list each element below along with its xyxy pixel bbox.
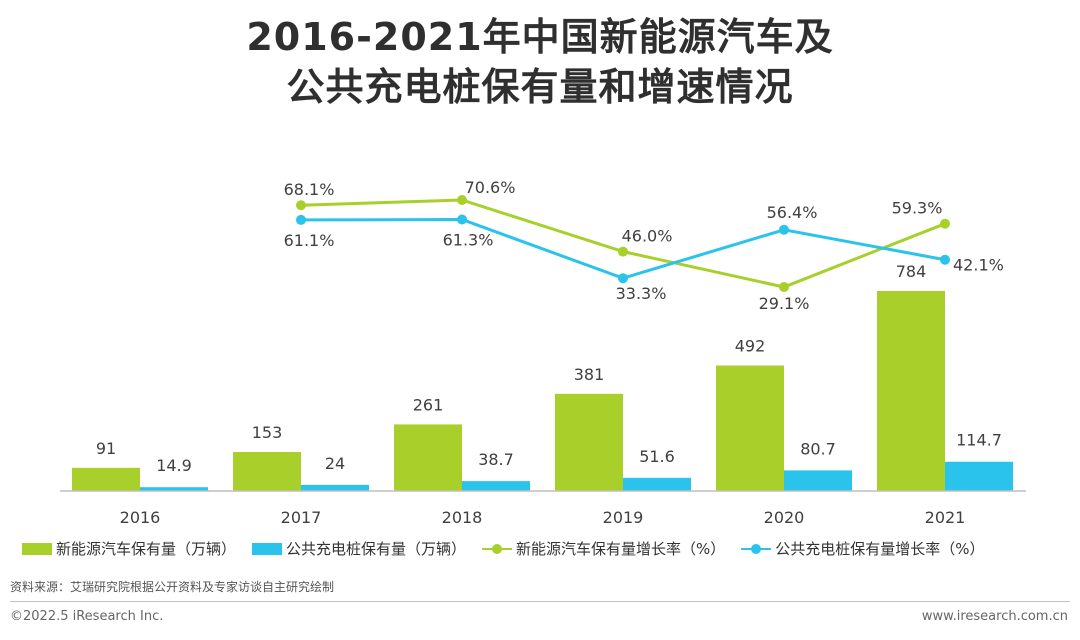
bar-ev-stock-2018 [394, 424, 462, 491]
bar-ev-stock-2020 [716, 365, 784, 491]
label-charger-growth-2020: 56.4% [767, 203, 818, 222]
bar-ev-stock-2016 [72, 467, 140, 491]
label-charger-growth-2018: 61.3% [443, 230, 494, 249]
point-ev-growth-2019 [618, 246, 628, 257]
legend: 新能源汽车保有量（万辆） 公共充电桩保有量（万辆） 新能源汽车保有量增长率（%）… [22, 538, 1062, 559]
point-ev-growth-2020 [779, 282, 789, 292]
point-ev-growth-2021 [940, 218, 950, 229]
label-ev-growth-2018: 70.6% [465, 178, 516, 197]
legend-label-ev-stock: 新能源汽车保有量（万辆） [56, 540, 237, 558]
label-charger-growth-2017: 61.1% [284, 231, 335, 250]
point-charger-growth-2017 [296, 214, 306, 225]
label-charger-stock-2019: 51.6 [639, 447, 675, 466]
label-charger-stock-2018: 38.7 [478, 450, 514, 469]
label-ev-stock-2018: 261 [413, 395, 444, 414]
chart-title-line-1: 2016-2021年中国新能源汽车及 [246, 15, 834, 59]
label-ev-stock-2021: 784 [896, 262, 927, 281]
x-tick-2016: 2016 [120, 508, 161, 527]
data-source-note: 资料来源：艾瑞研究院根据公开资料及专家访谈自主研究绘制 [10, 580, 335, 594]
chart-title-line-2: 公共充电桩保有量和增速情况 [286, 65, 794, 109]
label-charger-stock-2020: 80.7 [800, 439, 836, 458]
bar-ev-stock-2017 [233, 451, 301, 491]
chart-title: 2016-2021年中国新能源汽车及 公共充电桩保有量和增速情况 [0, 12, 1080, 112]
legend-item-ev-stock: 新能源汽车保有量（万辆） [22, 538, 236, 559]
label-ev-growth-2017: 68.1% [284, 180, 335, 199]
label-ev-stock-2019: 381 [574, 365, 605, 384]
label-charger-growth-2019: 33.3% [616, 284, 667, 303]
legend-label-ev-growth: 新能源汽车保有量增长率（%） [516, 540, 726, 558]
bar-ev-stock-2019 [555, 393, 623, 491]
label-ev-growth-2020: 29.1% [759, 294, 810, 313]
legend-item-charger-growth: 公共充电桩保有量增长率（%） [741, 538, 985, 559]
bar-layer: 91 14.9 153 24 261 38.7 381 51.6 492 80.7 784 114.7 [72, 262, 1013, 491]
label-charger-growth-2021: 42.1% [953, 256, 1004, 275]
legend-item-ev-growth: 新能源汽车保有量增长率（%） [482, 538, 725, 559]
bar-charger-stock-2018 [462, 481, 530, 491]
x-tick-2018: 2018 [442, 508, 483, 527]
point-charger-growth-2021 [940, 254, 950, 265]
legend-label-charger-growth: 公共充电桩保有量增长率（%） [775, 540, 985, 558]
label-ev-growth-2019: 46.0% [622, 227, 673, 246]
x-tick-2021: 2021 [925, 508, 966, 527]
legend-item-charger-stock: 公共充电桩保有量（万辆） [252, 538, 466, 559]
legend-swatch-charger-growth [741, 543, 772, 555]
label-ev-stock-2017: 153 [252, 423, 283, 442]
copyright-text: ©2022.5 iResearch Inc. [10, 609, 164, 624]
bar-charger-stock-2016 [140, 487, 208, 491]
legend-swatch-charger-stock [252, 542, 283, 555]
footer-divider [10, 601, 1070, 602]
label-ev-stock-2020: 492 [735, 336, 766, 355]
label-charger-stock-2016: 14.9 [156, 456, 192, 475]
bar-charger-stock-2020 [784, 470, 852, 491]
website-link[interactable]: www.iresearch.com.cn [921, 609, 1068, 624]
x-tick-2019: 2019 [603, 508, 644, 527]
point-ev-growth-2017 [296, 200, 306, 211]
line-layer: 68.1% 70.6% 46.0% 29.1% 59.3% 61.1% 61.3% 33.3%… [284, 178, 1004, 313]
point-charger-growth-2018 [457, 214, 467, 225]
x-axis-ticks: 2016 2017 2018 2019 2020 2021 [120, 508, 966, 527]
bar-charger-stock-2019 [623, 477, 691, 491]
legend-label-charger-stock: 公共充电桩保有量（万辆） [286, 540, 467, 558]
x-tick-2017: 2017 [281, 508, 322, 527]
bar-ev-stock-2021 [877, 291, 945, 491]
combo-chart: 91 14.9 153 24 261 38.7 381 51.6 492 80.7 784 114.7… [60, 178, 1026, 527]
x-tick-2020: 2020 [764, 508, 805, 527]
point-ev-growth-2018 [457, 195, 467, 205]
label-charger-stock-2017: 24 [325, 454, 345, 473]
point-charger-growth-2019 [618, 273, 628, 284]
point-charger-growth-2020 [779, 224, 789, 235]
legend-swatch-ev-stock [22, 542, 52, 555]
label-ev-growth-2021: 59.3% [892, 199, 943, 218]
legend-swatch-ev-growth [482, 543, 513, 555]
bar-charger-stock-2017 [301, 484, 369, 491]
label-charger-stock-2021: 114.7 [956, 431, 1002, 450]
bar-charger-stock-2021 [945, 461, 1013, 491]
label-ev-stock-2016: 91 [96, 439, 116, 458]
